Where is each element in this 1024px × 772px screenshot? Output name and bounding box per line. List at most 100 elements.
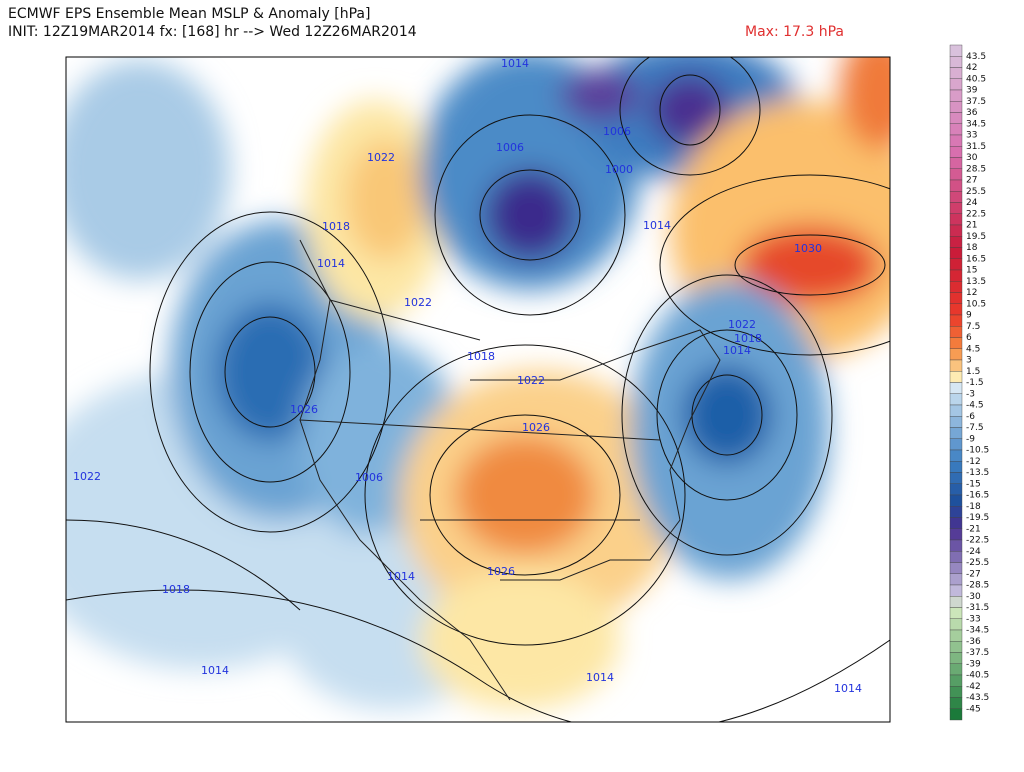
isobar-label: 1026 [522,421,550,434]
colorbar-label: 18 [966,243,978,253]
isobar-label: 1014 [723,344,751,357]
colorbar-swatch [949,303,963,316]
colorbar-label: 3 [966,356,972,366]
colorbar-label: -6 [966,412,975,422]
colorbar-swatch [949,472,963,484]
colorbar-label: -9 [966,434,975,444]
isobar-labels: 1014102210181014102210181022102610261006… [73,57,862,695]
isobar-label: 1022 [73,470,101,483]
isobar-label: 1026 [487,565,515,578]
colorbar-label: 40.5 [966,74,986,84]
colorbar-label: 24 [966,198,978,208]
isobar-label: 1014 [586,671,614,684]
colorbar-label: -45 [966,704,981,714]
colorbar-swatch [949,371,963,383]
colorbar-swatch [949,641,963,653]
colorbar-swatch [949,269,963,282]
isobar-label: 1018 [162,583,190,596]
colorbar-swatch [949,168,963,181]
title: ECMWF EPS Ensemble Mean MSLP & Anomaly [… [8,6,370,22]
colorbar-swatch [949,708,963,721]
isobar-label: 1000 [605,163,633,176]
colorbar-label: 34.5 [966,119,986,129]
colorbar-label: 27 [966,176,977,186]
colorbar-swatch [949,56,963,68]
colorbar-swatch [949,438,963,451]
isobars [66,57,890,722]
colorbar-label: 25.5 [966,187,986,197]
colorbar-swatch [949,416,963,428]
colorbar-label: 43.5 [966,52,986,62]
colorbar-swatch [949,686,963,698]
colorbar-swatch [949,157,963,169]
colorbar-label: -36 [966,637,981,647]
colorbar-swatch [949,584,963,597]
colorbar-swatch [949,224,963,237]
isobar-label: 1014 [834,682,862,695]
isobar-label: 1014 [387,570,415,583]
isobar-label: 1026 [290,403,318,416]
colorbar-swatch [949,179,963,192]
colorbar-swatch [949,596,963,608]
colorbar-swatch [949,112,963,124]
map [66,57,890,722]
colorbar-swatch [949,123,963,136]
init-line: INIT: 12Z19MAR2014 fx: [168] hr --> Wed … [8,24,417,40]
colorbar-swatch [949,629,963,642]
colorbar-label: 13.5 [966,277,986,287]
isobar-label: 1006 [496,141,524,154]
colorbar-swatch [949,247,963,259]
colorbar-label: -18 [966,502,981,512]
colorbar-swatch [949,236,963,248]
colorbar-label: -7.5 [966,423,984,433]
colorbar-label: 12 [966,288,977,298]
colorbar-label: -24 [966,547,981,557]
isobar-label: 1014 [317,257,345,270]
colorbar-swatch [949,326,963,338]
colorbar-label: 9 [966,311,972,321]
colorbar-swatch [949,359,963,372]
colorbar-label: 4.5 [966,344,980,354]
colorbar-label: -3 [966,389,975,399]
colorbar-label: -21 [966,524,981,534]
colorbar-swatch [949,404,963,417]
colorbar-label: 31.5 [966,142,986,152]
isobar-label: 1018 [467,350,495,363]
colorbar-label: -39 [966,659,981,669]
colorbar-label: 22.5 [966,209,986,219]
colorbar-label: -43.5 [966,693,989,703]
colorbar-label: -15 [966,479,981,489]
colorbar-label: -22.5 [966,536,989,546]
colorbar-swatch [949,663,963,676]
colorbar-swatch [949,483,963,496]
isobar-label: 1014 [643,219,671,232]
colorbar-swatch [949,528,963,541]
colorbar-swatch [949,202,963,214]
colorbar-swatch [949,461,963,473]
isobar-label: 1006 [355,471,383,484]
colorbar-label: -10.5 [966,446,989,456]
colorbar-swatch [949,393,963,406]
colorbar-swatch [949,674,963,687]
colorbar-swatch [949,539,963,552]
colorbar-label: -16.5 [966,491,989,501]
colorbar-label: 6 [966,333,972,343]
colorbar-label: 15 [966,266,977,276]
colorbar-swatch [949,314,963,327]
colorbar-label: 10.5 [966,299,986,309]
colorbar-label: -19.5 [966,513,989,523]
colorbar-label: 39 [966,86,978,96]
colorbar-label: -30 [966,592,981,602]
isobar-label: 1022 [367,151,395,164]
colorbar-label: -27 [966,569,981,579]
colorbar-swatch [949,67,963,79]
colorbar-label: -42 [966,682,981,692]
colorbar-label: -12 [966,457,981,467]
colorbar-swatch [949,258,963,271]
colorbar-swatch [949,517,963,529]
colorbar-label: -25.5 [966,558,989,568]
colorbar-label: -13.5 [966,468,989,478]
colorbar-swatch [949,618,963,631]
colorbar-swatch [949,337,963,349]
